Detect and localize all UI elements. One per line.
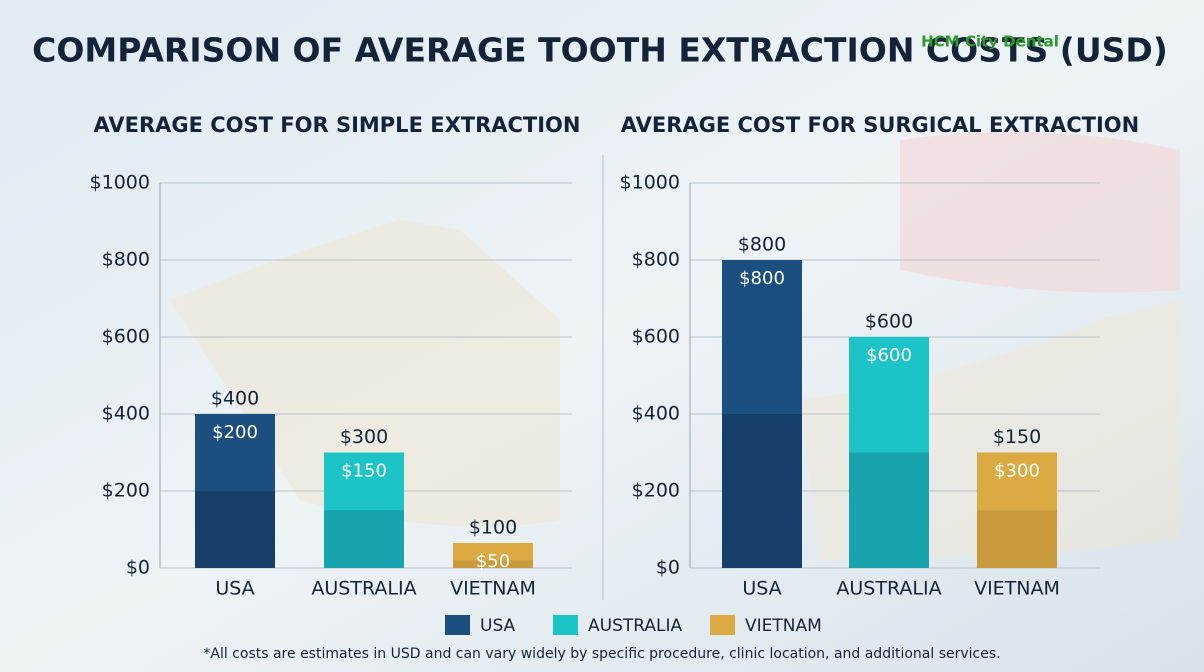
bar-base	[453, 560, 533, 568]
y-tick-label: $800	[102, 249, 150, 271]
x-tick-label: AUSTRALIA	[836, 578, 941, 600]
chart-title: AVERAGE COST FOR SURGICAL EXTRACTION	[621, 113, 1139, 137]
footnote: *All costs are estimates in USD and can …	[203, 646, 1000, 662]
legend-label: USA	[480, 616, 516, 636]
y-tick-label: $1000	[620, 172, 680, 194]
bar-base	[977, 510, 1057, 568]
y-tick-label: $0	[126, 557, 150, 579]
y-tick-label: $600	[102, 326, 150, 348]
bar-base	[722, 414, 802, 568]
x-tick-label: AUSTRALIA	[311, 578, 416, 600]
main-title: COMPARISON OF AVERAGE TOOTH EXTRACTION C…	[32, 31, 1168, 70]
legend-swatch	[710, 615, 735, 635]
logo: HCM City Dental	[921, 33, 1059, 51]
bar-base	[849, 452, 929, 568]
x-tick-label: USA	[215, 578, 254, 600]
y-tick-label: $400	[632, 403, 680, 425]
inner-value-label: $800	[739, 268, 785, 289]
inner-value-label: $300	[994, 461, 1040, 482]
value-label: $800	[738, 234, 786, 256]
inner-value-label: $200	[212, 422, 258, 443]
x-tick-label: VIETNAM	[974, 578, 1060, 600]
y-tick-label: $800	[632, 249, 680, 271]
inner-value-label: $150	[341, 461, 387, 482]
y-tick-label: $200	[102, 480, 150, 502]
chart-title: AVERAGE COST FOR SIMPLE EXTRACTION	[94, 113, 581, 137]
value-label: $300	[340, 426, 388, 448]
legend-swatch	[553, 615, 578, 635]
teeth-illustration	[900, 132, 1180, 293]
y-tick-label: $400	[102, 403, 150, 425]
y-tick-label: $1000	[90, 172, 150, 194]
value-label: $100	[469, 516, 517, 538]
inner-value-label: $600	[866, 345, 912, 366]
inner-value-label: $50	[476, 551, 510, 572]
legend-label: VIETNAM	[745, 616, 822, 636]
legend-swatch	[445, 615, 470, 635]
y-tick-label: $200	[632, 480, 680, 502]
y-tick-label: $0	[656, 557, 680, 579]
x-tick-label: VIETNAM	[450, 578, 536, 600]
value-label: $600	[865, 311, 913, 333]
bar-base	[195, 491, 275, 568]
legend-label: AUSTRALIA	[588, 616, 682, 636]
value-label: $400	[211, 388, 259, 410]
y-tick-label: $600	[632, 326, 680, 348]
x-tick-label: USA	[742, 578, 781, 600]
value-label: $150	[993, 426, 1041, 448]
bar-base	[324, 510, 404, 568]
